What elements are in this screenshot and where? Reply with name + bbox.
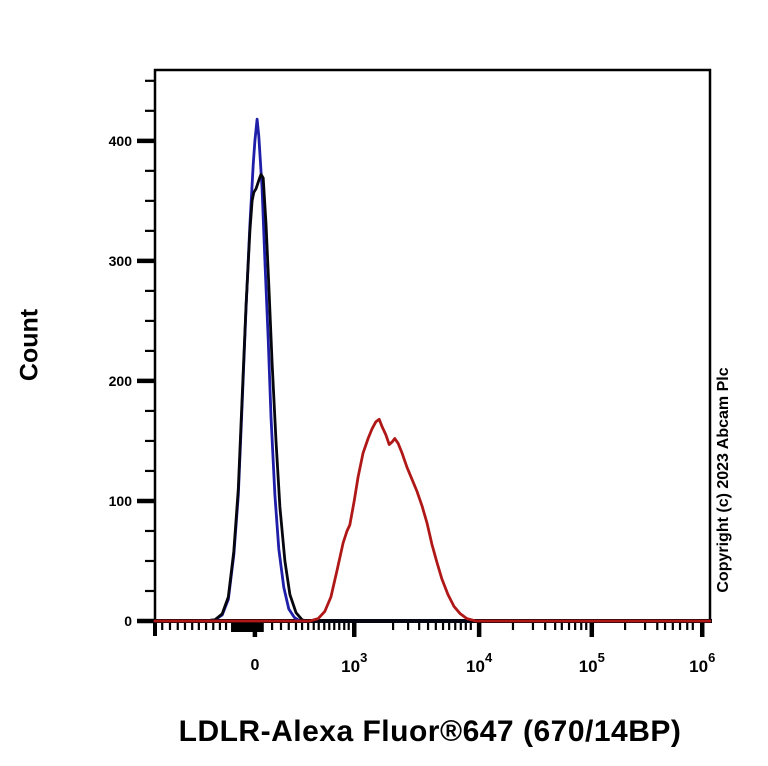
x-tick-label: 106 xyxy=(689,650,715,676)
y-tick-label: 100 xyxy=(109,493,133,509)
curve-black-control-curve xyxy=(153,173,712,623)
y-tick-label: 0 xyxy=(124,613,132,629)
x-tick-label: 0 xyxy=(250,657,259,674)
copyright-notice: Copyright (c) 2023 Abcam Plc xyxy=(715,367,732,593)
chart-title: LDLR-Alexa Fluor®647 (670/14BP) xyxy=(178,715,682,748)
curve-red-ldlr-stained-curve xyxy=(153,417,712,623)
x-tick-label: 104 xyxy=(466,650,493,676)
y-tick-label: 300 xyxy=(109,253,133,269)
x-tick-label: 105 xyxy=(579,650,605,676)
y-tick-label: 400 xyxy=(109,133,133,149)
x-axis-zero-tick-band xyxy=(231,622,264,632)
plot-frame xyxy=(153,68,712,623)
x-tick-label: 103 xyxy=(341,650,367,676)
y-tick-label: 200 xyxy=(109,373,133,389)
